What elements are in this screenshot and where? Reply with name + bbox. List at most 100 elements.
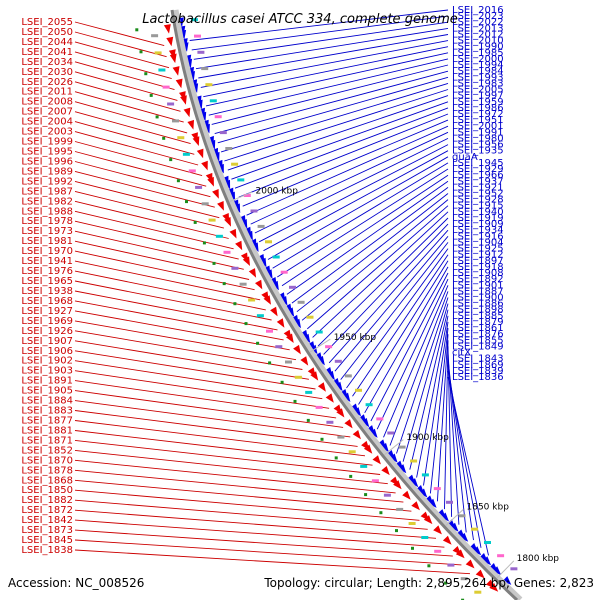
gene-label-right[interactable]: LSEI_1909 <box>452 219 504 230</box>
gene-label-left[interactable]: LSEI_1987 <box>21 186 73 197</box>
gene-label-left[interactable]: LSEI_2008 <box>21 97 73 108</box>
gene-label-right[interactable]: LSEI_1855 <box>452 335 504 346</box>
gene-label-left[interactable]: LSEI_2034 <box>21 57 73 68</box>
gene-label-left[interactable]: LSEI_1881 <box>21 426 73 437</box>
gene-label-left[interactable]: LSEI_1982 <box>21 196 73 207</box>
gene-label-left[interactable]: LSEI_1868 <box>21 475 73 486</box>
gene-label-right[interactable]: LSEI_1919 <box>452 213 504 224</box>
gene-label-right[interactable]: LSEI_1918 <box>452 262 504 273</box>
gene-label-left[interactable]: LSEI_1968 <box>21 296 73 307</box>
gene-label-left[interactable]: LSEI_1906 <box>21 346 73 357</box>
gene-label-left[interactable]: LSEI_1884 <box>21 396 73 407</box>
gene-label-right[interactable]: LSEI_1934 <box>452 225 504 236</box>
gene-label-right[interactable]: LSEI_1869 <box>452 360 504 371</box>
gene-label-right[interactable]: citX <box>452 348 471 359</box>
gene-label-right[interactable]: LSEI_1897 <box>452 256 504 267</box>
gene-label-left[interactable]: LSEI_1852 <box>21 445 73 456</box>
gene-label-left[interactable]: LSEI_1981 <box>21 236 73 247</box>
gene-label-right[interactable]: LSEI_2013 <box>452 23 504 34</box>
gene-label-left[interactable]: LSEI_1891 <box>21 376 73 387</box>
gene-label-left[interactable]: LSEI_1976 <box>21 266 73 277</box>
gene-label-left[interactable]: LSEI_1938 <box>21 286 73 297</box>
gene-label-left[interactable]: LSEI_1999 <box>21 137 73 148</box>
gene-label-left[interactable]: LSEI_1838 <box>21 545 73 556</box>
gene-label-left[interactable]: LSEI_1873 <box>21 525 73 536</box>
gene-label-right[interactable]: LSEI_1886 <box>452 299 504 310</box>
gene-label-left[interactable]: LSEI_1992 <box>21 176 73 187</box>
gene-label-right[interactable]: LSEI_1915 <box>452 201 504 212</box>
gene-label-right[interactable]: LSEI_1983 <box>452 78 504 89</box>
gene-label-right[interactable]: LSEI_1952 <box>452 189 504 200</box>
gene-label-right[interactable]: LSEI_2010 <box>452 36 504 47</box>
gene-label-right[interactable]: LSEI_1991 <box>452 127 504 138</box>
gene-label-right[interactable]: LSEI_1925 <box>452 244 504 255</box>
gene-label-right[interactable]: LSEI_1879 <box>452 317 504 328</box>
gene-label-right[interactable]: LSEI_1956 <box>452 140 504 151</box>
gene-label-right[interactable]: LSEI_1984 <box>452 66 504 77</box>
gene-label-right[interactable]: LSEI_1929 <box>452 164 504 175</box>
gene-label-right[interactable]: LSEI_2012 <box>452 30 504 41</box>
gene-label-right[interactable]: LSEI_1972 <box>452 109 504 120</box>
gene-label-right[interactable]: LSEI_1997 <box>452 91 504 102</box>
gene-label-right[interactable]: LSEI_2023 <box>452 11 504 22</box>
gene-label-right[interactable]: LSEI_1892 <box>452 274 504 285</box>
gene-label-right[interactable]: LSEI_1885 <box>452 311 504 322</box>
gene-label-left[interactable]: LSEI_1907 <box>21 336 73 347</box>
gene-label-right[interactable]: LSEI_1839 <box>452 366 504 377</box>
gene-label-right[interactable]: LSEI_1945 <box>452 158 504 169</box>
gene-label-left[interactable]: LSEI_2007 <box>21 107 73 118</box>
gene-label-right[interactable]: LSEI_1876 <box>452 329 504 340</box>
gene-label-left[interactable]: LSEI_1965 <box>21 276 73 287</box>
gene-label-right[interactable]: LSEI_1861 <box>452 323 504 334</box>
gene-label-left[interactable]: LSEI_1877 <box>21 416 73 427</box>
gene-label-left[interactable]: LSEI_2003 <box>21 127 73 138</box>
gene-label-left[interactable]: LSEI_1989 <box>21 166 73 177</box>
gene-label-right[interactable]: LSEI_1937 <box>452 176 504 187</box>
gene-label-right[interactable]: LSEI_2016 <box>452 5 504 16</box>
gene-label-left[interactable]: LSEI_2044 <box>21 37 73 48</box>
gene-label-right[interactable]: LSEI_1843 <box>452 354 504 365</box>
gene-label-right[interactable]: LSEI_2022 <box>452 17 504 28</box>
gene-label-right[interactable]: LSEI_1887 <box>452 286 504 297</box>
gene-label-right[interactable]: LSEI_1901 <box>452 280 504 291</box>
gene-label-left[interactable]: LSEI_2004 <box>21 117 73 128</box>
gene-label-right[interactable]: LSEI_1898 <box>452 305 504 316</box>
gene-label-right[interactable]: LSEI_1921 <box>452 182 504 193</box>
gene-label-right[interactable]: LSEI_2005 <box>452 85 504 96</box>
gene-label-left[interactable]: LSEI_1926 <box>21 326 73 337</box>
gene-label-left[interactable]: LSEI_2050 <box>21 27 73 38</box>
gene-label-left[interactable]: LSEI_1902 <box>21 356 73 367</box>
gene-label-left[interactable]: LSEI_1905 <box>21 386 73 397</box>
gene-label-left[interactable]: LSEI_2026 <box>21 77 73 88</box>
gene-label-left[interactable]: LSEI_2030 <box>21 67 73 78</box>
gene-label-right[interactable]: LSEI_1980 <box>452 133 504 144</box>
gene-label-right[interactable]: guaA <box>452 152 478 163</box>
gene-label-right[interactable]: LSEI_1990 <box>452 42 504 53</box>
gene-label-left[interactable]: LSEI_1878 <box>21 465 73 476</box>
gene-label-right[interactable]: LSEI_1951 <box>452 115 504 126</box>
gene-label-right[interactable]: LSEI_2001 <box>452 121 504 132</box>
gene-label-left[interactable]: LSEI_1871 <box>21 435 73 446</box>
gene-label-left[interactable]: LSEI_1973 <box>21 226 73 237</box>
gene-label-left[interactable]: LSEI_2011 <box>21 87 73 98</box>
gene-label-left[interactable]: LSEI_1941 <box>21 256 73 267</box>
gene-label-left[interactable]: LSEI_1845 <box>21 535 73 546</box>
gene-label-right[interactable]: LSEI_1985 <box>452 48 504 59</box>
gene-label-left[interactable]: LSEI_1988 <box>21 206 73 217</box>
gene-label-left[interactable]: LSEI_1903 <box>21 366 73 377</box>
gene-label-right[interactable]: LSEI_1994 <box>452 60 504 71</box>
gene-label-left[interactable]: LSEI_1842 <box>21 515 73 526</box>
gene-label-left[interactable]: LSEI_1872 <box>21 505 73 516</box>
gene-label-right[interactable]: LSEI_1916 <box>452 231 504 242</box>
gene-label-right[interactable]: LSEI_1928 <box>452 195 504 206</box>
gene-label-right[interactable]: LSEI_1966 <box>452 170 504 181</box>
gene-label-left[interactable]: LSEI_1996 <box>21 157 73 168</box>
gene-label-right[interactable]: LSEI_1900 <box>452 293 504 304</box>
gene-label-left[interactable]: LSEI_2041 <box>21 47 73 58</box>
gene-label-left[interactable]: LSEI_1882 <box>21 495 73 506</box>
gene-label-left[interactable]: LSEI_1927 <box>21 306 73 317</box>
gene-label-right[interactable]: LSEI_1935 <box>452 146 504 157</box>
gene-label-left[interactable]: LSEI_1969 <box>21 316 73 327</box>
gene-label-left[interactable]: LSEI_1978 <box>21 216 73 227</box>
gene-label-right[interactable]: LSEI_1849 <box>452 341 504 352</box>
